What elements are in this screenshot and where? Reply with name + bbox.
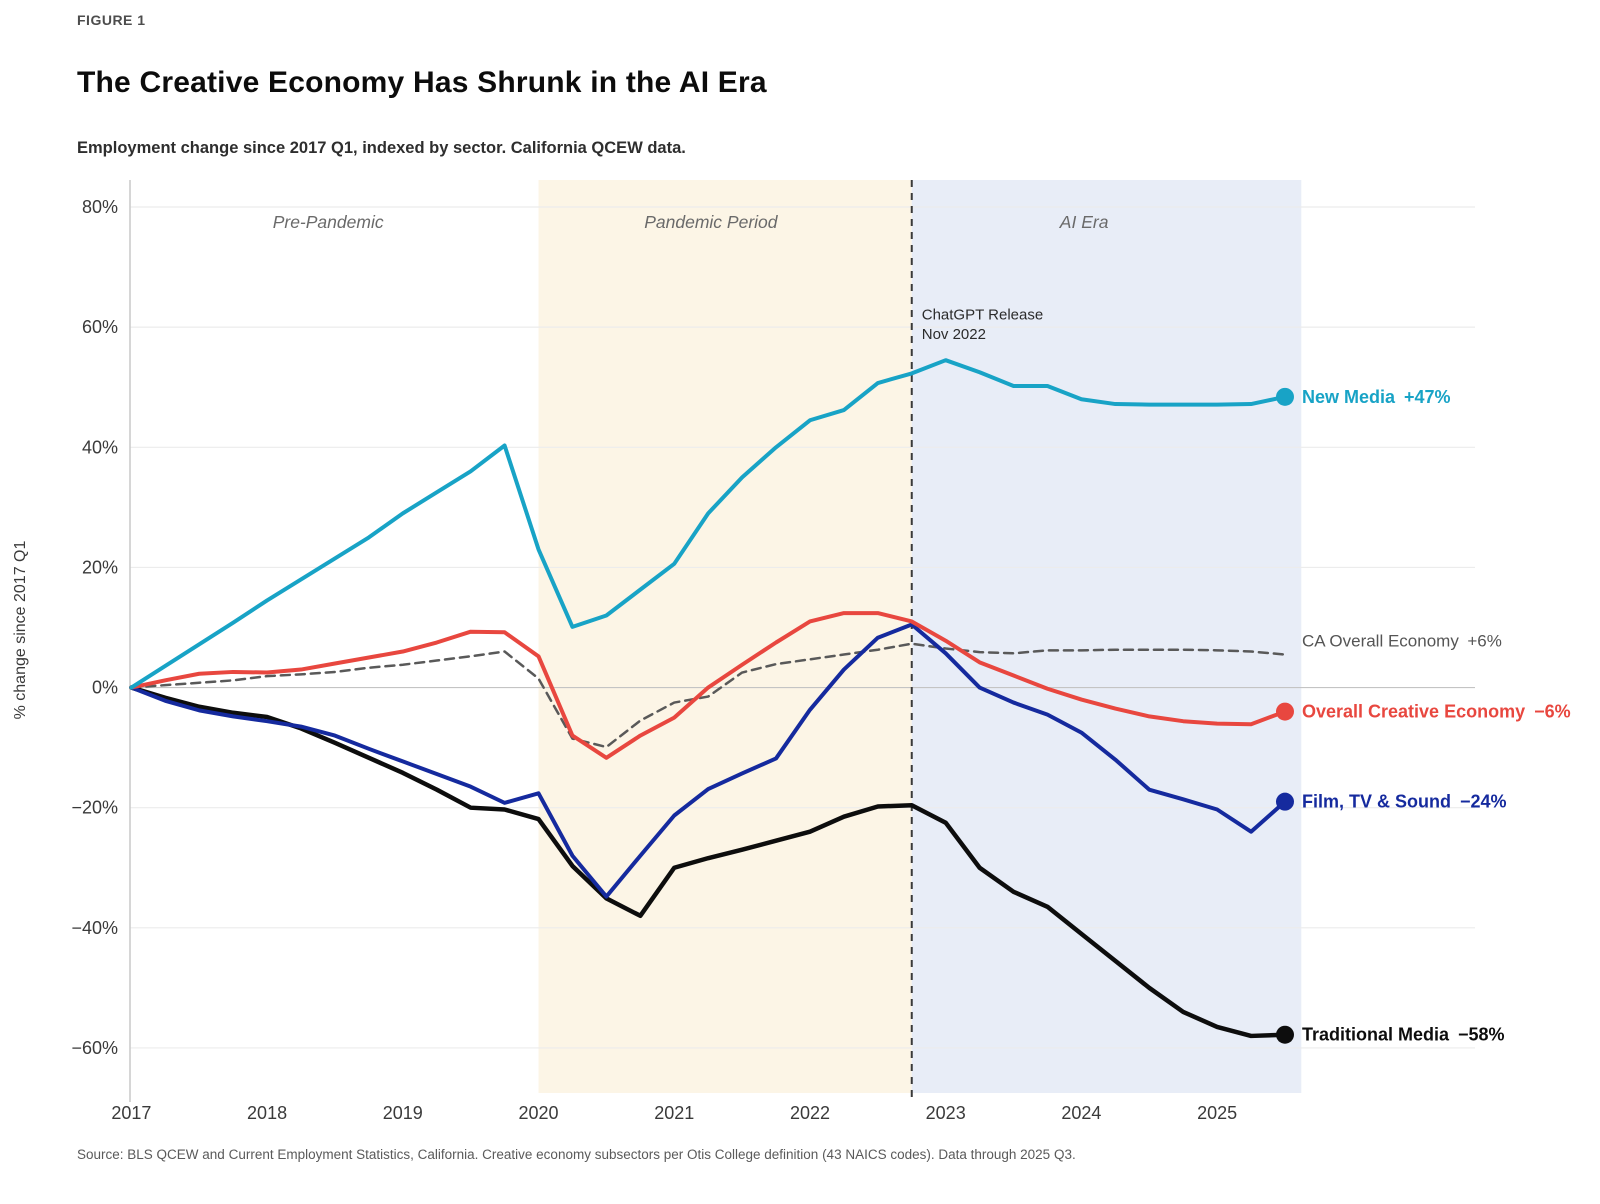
region-label-pre-pandemic: Pre-Pandemic — [273, 212, 384, 232]
series-line-ca-overall-economy — [130, 642, 1287, 749]
x-tick-label: 2023 — [926, 1103, 966, 1123]
x-tick-label: 2025 — [1197, 1103, 1237, 1123]
series-dot-new-media — [1275, 387, 1294, 406]
x-tick-label: 2020 — [518, 1103, 558, 1123]
x-tick-label: 2019 — [383, 1103, 423, 1123]
y-axis-title: % change since 2017 Q1 — [12, 541, 29, 720]
series-label-new-media: New Media +47% — [1302, 387, 1451, 407]
event-annotation-line-1: ChatGPT Release — [922, 306, 1043, 323]
x-tick-label: 2024 — [1061, 1103, 1101, 1123]
series-dot-film-tv-sound — [1275, 792, 1294, 811]
series-dot-traditional-media — [1275, 1025, 1294, 1044]
series-label-traditional-media: Traditional Media −58% — [1302, 1025, 1505, 1045]
series-dot-overall-creative-economy — [1275, 702, 1294, 721]
series-line-film-tv-sound — [129, 622, 1287, 899]
y-tick-label: −60% — [71, 1038, 118, 1058]
y-tick-label: −20% — [71, 798, 118, 818]
series-line-new-media — [129, 358, 1287, 690]
y-tick-label: 40% — [82, 437, 118, 457]
series-label-ca-overall-economy: CA Overall Economy +6% — [1302, 632, 1502, 651]
region-ai-era — [911, 180, 1302, 1093]
series-line-traditional-media — [129, 685, 1288, 1039]
source-note: Source: BLS QCEW and Current Employment … — [77, 1147, 1076, 1162]
region-pre-pandemic — [130, 180, 539, 1093]
region-label-ai-era: AI Era — [1059, 212, 1109, 232]
figure-label: FIGURE 1 — [77, 12, 146, 28]
series-label-overall-creative-economy: Overall Creative Economy −6% — [1302, 702, 1571, 722]
y-tick-label: −40% — [71, 918, 118, 938]
chart-subtitle: Employment change since 2017 Q1, indexed… — [77, 139, 686, 157]
series-line-overall-creative-economy — [129, 611, 1287, 760]
x-tick-label: 2017 — [111, 1103, 151, 1123]
y-tick-label: 20% — [82, 557, 118, 577]
region-pandemic-period — [538, 180, 912, 1093]
region-label-pandemic-period: Pandemic Period — [644, 212, 779, 232]
y-tick-label: 60% — [82, 317, 118, 337]
page-title: The Creative Economy Has Shrunk in the A… — [77, 66, 767, 99]
event-annotation-line-2: Nov 2022 — [922, 326, 986, 343]
y-tick-label: 0% — [92, 678, 118, 698]
x-tick-label: 2022 — [790, 1103, 830, 1123]
x-tick-label: 2018 — [247, 1103, 287, 1123]
series-label-film-tv-sound: Film, TV & Sound −24% — [1302, 792, 1507, 812]
x-tick-label: 2021 — [654, 1103, 694, 1123]
y-tick-label: 80% — [82, 197, 118, 217]
